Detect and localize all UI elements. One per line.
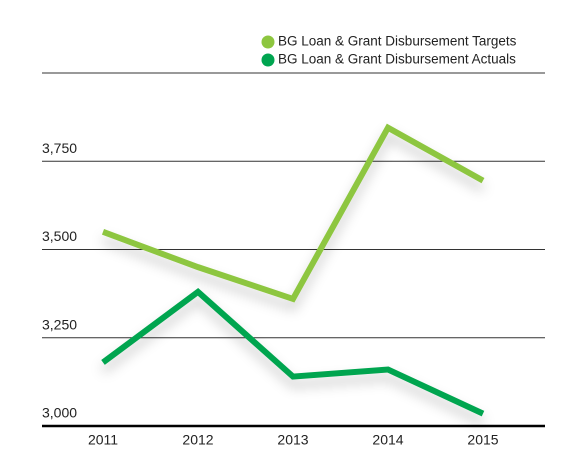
y-tick-label: 3,500 [42,228,77,244]
series-line [101,123,485,303]
legend-label: BG Loan & Grant Disbursement Targets [278,34,517,49]
x-tick-label: 2014 [372,432,403,448]
y-tick-label: 3,000 [42,405,77,421]
y-tick-label: 3,750 [42,140,77,156]
x-tick-label: 2015 [467,432,498,448]
legend-marker [261,35,275,49]
x-tick-label: 2012 [182,432,213,448]
series-line [101,287,485,417]
legend-label: BG Loan & Grant Disbursement Actuals [278,52,516,67]
x-tick-label: 2013 [277,432,308,448]
legend-marker [261,53,275,67]
x-tick-label: 2011 [88,432,118,448]
y-tick-label: 3,250 [42,316,77,332]
